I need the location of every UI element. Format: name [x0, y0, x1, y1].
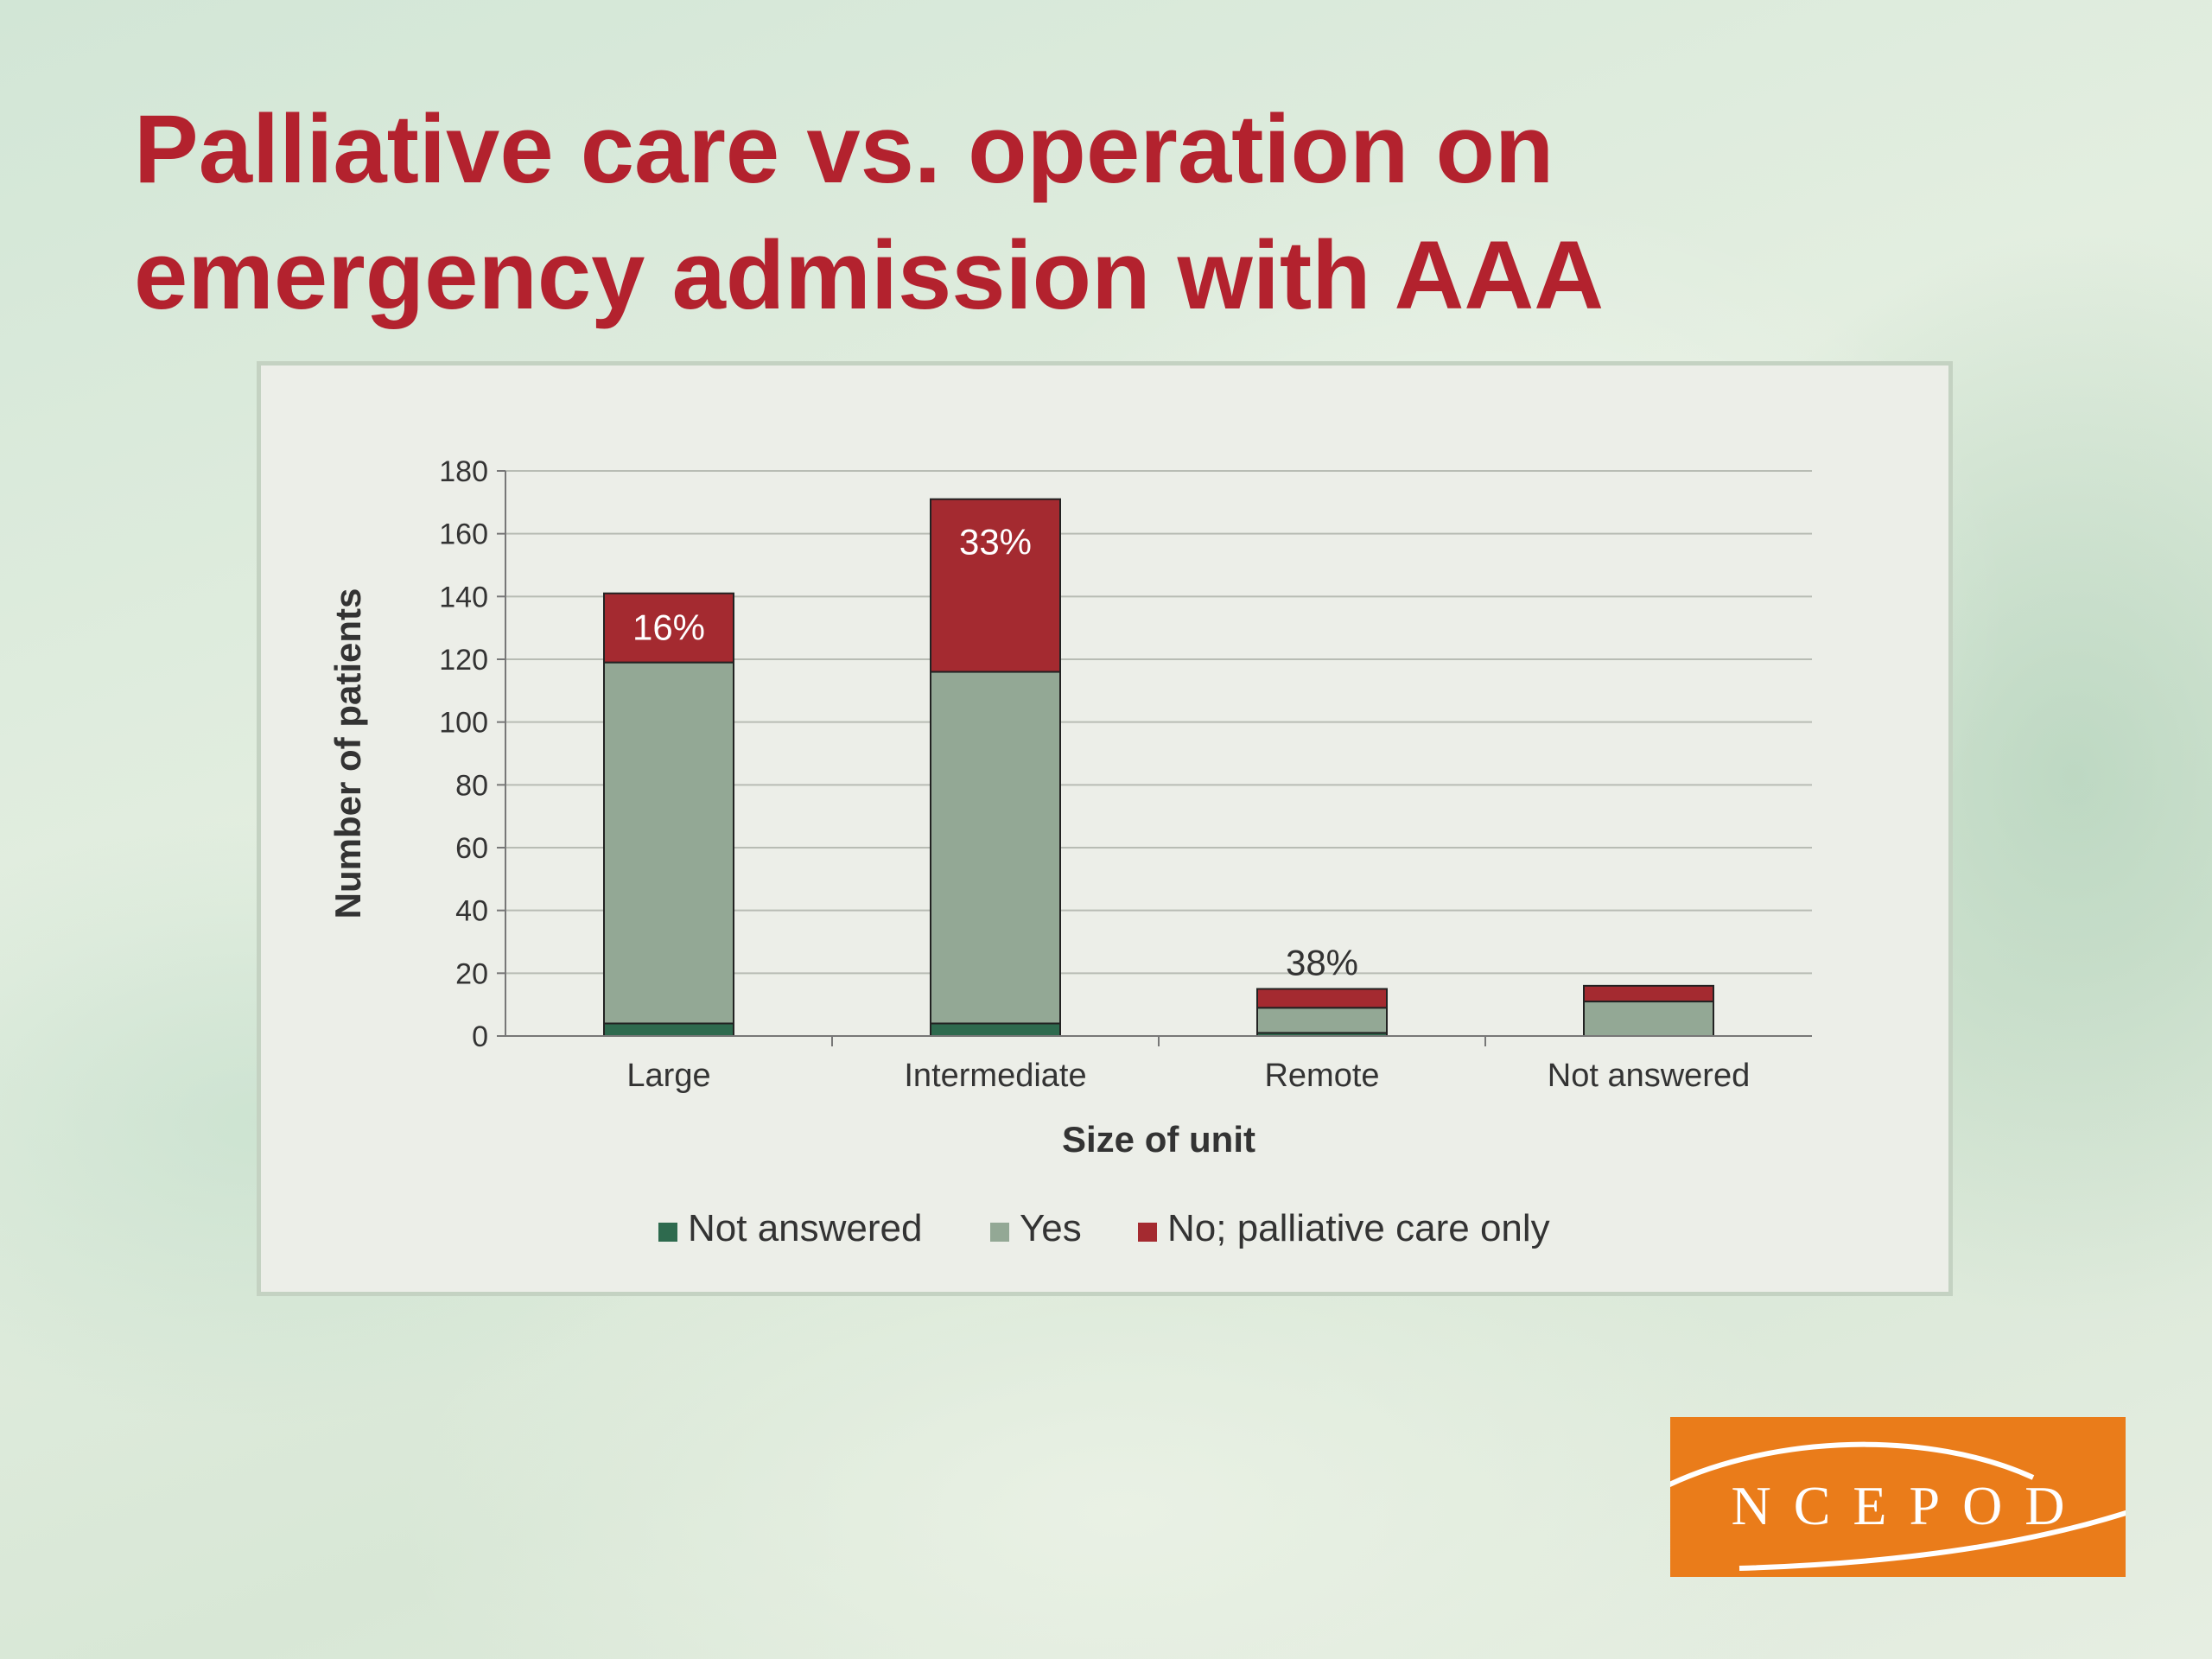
y-tick-label: 40	[455, 895, 488, 928]
bar-annotation: 38%	[1286, 943, 1358, 983]
y-tick-label: 80	[455, 769, 488, 802]
bar-segment	[1583, 984, 1714, 1003]
x-axis-title: Size of unit	[1062, 1119, 1255, 1160]
bar-annotations: 16% 33% 38%	[632, 522, 1358, 983]
bar-segment	[930, 498, 1061, 673]
bar-segment	[1256, 1007, 1388, 1034]
bar-segment	[603, 592, 734, 664]
stacked-bar-chart: 0 20 40 60 80 100 120 140 160 180 Large Intermedia…	[327, 455, 1812, 1249]
x-tick-label: Large	[626, 1058, 710, 1094]
logo-swoosh	[1670, 1441, 2126, 1571]
y-tick-label: 160	[439, 518, 488, 551]
x-tick-label: Remote	[1264, 1058, 1379, 1094]
bar-annotation: 16%	[632, 607, 705, 648]
bar-segment	[930, 1022, 1061, 1038]
chart-panel: 0 20 40 60 80 100 120 140 160 180 Large Intermedia…	[257, 361, 1953, 1296]
legend-label: No; palliative care only	[1167, 1207, 1550, 1249]
legend-swatch	[990, 1223, 1009, 1242]
legend: Not answered Yes No; palliative care only	[658, 1207, 1550, 1249]
ncepod-logo: NCEPOD	[1670, 1417, 2126, 1577]
legend-swatch	[1138, 1223, 1157, 1242]
legend-label: Not answered	[688, 1207, 922, 1249]
y-axis-ticks: 0 20 40 60 80 100 120 140 160 180	[439, 455, 505, 1053]
bar-segment	[930, 671, 1061, 1025]
slide-title-line-2: emergency admission with AAA	[134, 221, 1605, 329]
y-tick-label: 60	[455, 832, 488, 865]
x-axis: Large Intermediate Remote Not answered	[505, 471, 1812, 1094]
slide-title: Palliative care vs. operation on emergen…	[134, 86, 2035, 339]
logo-text: NCEPOD	[1731, 1475, 2088, 1536]
y-tick-label: 20	[455, 957, 488, 990]
slide-title-line-1: Palliative care vs. operation on	[134, 95, 1554, 203]
x-tick-label: Not answered	[1548, 1058, 1750, 1094]
y-tick-label: 0	[472, 1020, 488, 1053]
legend-swatch	[658, 1223, 677, 1242]
bar-segment	[603, 661, 734, 1025]
bar-segment	[1256, 988, 1388, 1009]
y-tick-label: 120	[439, 644, 488, 677]
bars	[603, 498, 1714, 1038]
y-tick-label: 180	[439, 455, 488, 488]
bar-segment	[1583, 1001, 1714, 1037]
legend-label: Yes	[1020, 1207, 1082, 1249]
bar-segment	[603, 1022, 734, 1038]
y-tick-label: 140	[439, 581, 488, 613]
y-axis-title: Number of patients	[327, 588, 368, 919]
bar-annotation: 33%	[959, 522, 1032, 563]
x-tick-label: Intermediate	[904, 1058, 1086, 1094]
y-tick-label: 100	[439, 707, 488, 740]
